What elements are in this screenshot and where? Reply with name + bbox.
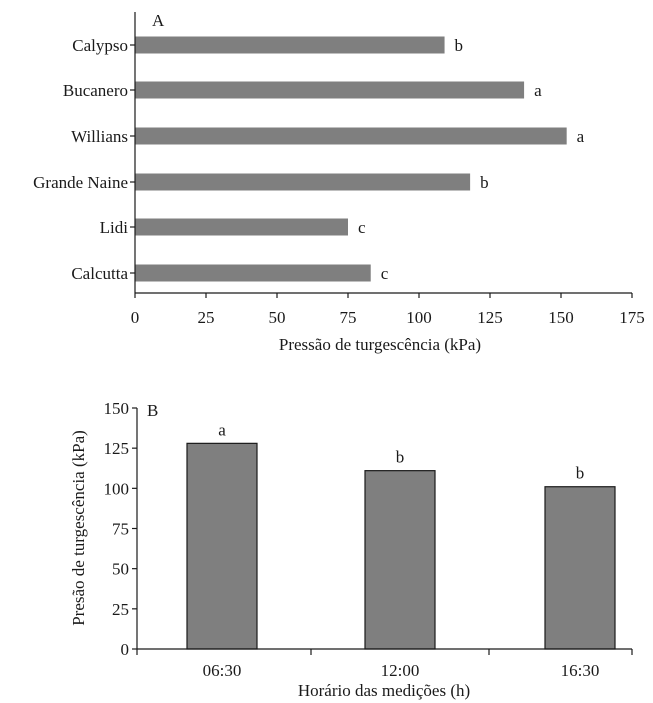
chart-a-category-label: Willians — [71, 127, 128, 146]
chart-a-letter: b — [455, 36, 464, 55]
chart-b-y-tick-label: 150 — [104, 399, 130, 418]
chart-a-x-tick-label: 25 — [198, 308, 215, 327]
chart-b-letter: a — [218, 420, 226, 439]
chart-a-x-tick-label: 150 — [548, 308, 574, 327]
chart-a-bar-5 — [135, 264, 371, 282]
chart-b-y-tick-label: 25 — [112, 600, 129, 619]
chart-a-category-label: Bucanero — [63, 81, 128, 100]
chart-a-x-tick-label: 100 — [406, 308, 432, 327]
chart-a-bar-0 — [135, 36, 445, 54]
chart-a-panel-label: A — [152, 11, 165, 30]
chart-a-category-label: Calypso — [72, 36, 128, 55]
chart-b-bar-0 — [186, 442, 258, 650]
chart-a-letter: c — [381, 264, 389, 283]
chart-b-y-tick-label: 50 — [112, 560, 129, 579]
chart-b-x-tick-label: 12:00 — [381, 661, 420, 680]
chart-b-significance-letters: a b b — [218, 420, 584, 482]
chart-a-bar-2 — [135, 127, 567, 145]
chart-a-category-label: Calcutta — [71, 264, 128, 283]
chart-b-x-tick-label: 16:30 — [561, 661, 600, 680]
chart-a-x-tick-label: 125 — [477, 308, 503, 327]
chart-a-x-tick-label: 50 — [269, 308, 286, 327]
chart-b-x-axis-label: Horário das medições (h) — [298, 681, 470, 700]
chart-b-bars — [186, 442, 616, 650]
chart-a-letter: a — [577, 127, 585, 146]
chart-a-bar-3 — [135, 173, 471, 191]
chart-a-turgor-by-cultivar: A Calypso Bucanero Willians Grande Naine Lid… — [33, 11, 645, 354]
chart-b-turgor-by-time: B a b b 0 25 50 75 100 125 150 06:30 12:00 16:30 H… — [69, 399, 633, 700]
chart-a-category-label: Lidi — [100, 218, 129, 237]
chart-a-x-tick-label: 175 — [619, 308, 645, 327]
chart-a-bars — [135, 36, 567, 282]
chart-b-bar-1 — [364, 470, 436, 650]
chart-b-x-tick-labels: 06:30 12:00 16:30 — [203, 661, 600, 680]
chart-a-x-tick-labels: 0 25 50 75 100 125 150 175 — [131, 308, 645, 327]
chart-a-x-tick-label: 75 — [340, 308, 357, 327]
chart-a-letter: a — [534, 81, 542, 100]
chart-a-letter: c — [358, 218, 366, 237]
chart-a-x-axis-label: Pressão de turgescência (kPa) — [279, 335, 481, 354]
chart-a-bar-4 — [135, 218, 348, 236]
chart-b-y-tick-label: 0 — [121, 640, 130, 659]
chart-b-y-tick-label: 75 — [112, 520, 129, 539]
chart-b-y-tick-labels: 0 25 50 75 100 125 150 — [104, 399, 130, 659]
chart-a-x-tick-label: 0 — [131, 308, 140, 327]
chart-b-x-tick-label: 06:30 — [203, 661, 242, 680]
chart-b-panel-label: B — [147, 401, 158, 420]
chart-b-letter: b — [576, 464, 585, 483]
chart-b-axes — [132, 407, 633, 655]
chart-b-letter: b — [396, 448, 405, 467]
chart-b-y-tick-label: 100 — [104, 479, 130, 498]
chart-b-y-axis-label: Presão de turgescência (kPa) — [69, 430, 88, 626]
chart-a-bar-1 — [135, 81, 525, 99]
chart-a-category-label: Grande Naine — [33, 173, 128, 192]
chart-b-bar-2 — [544, 486, 616, 650]
chart-b-y-tick-label: 125 — [104, 439, 130, 458]
chart-a-category-labels: Calypso Bucanero Willians Grande Naine Lidi C… — [33, 36, 128, 283]
chart-a-significance-letters: b a a b c c — [358, 36, 585, 283]
chart-a-letter: b — [480, 173, 489, 192]
chart-a-axes — [130, 12, 633, 298]
